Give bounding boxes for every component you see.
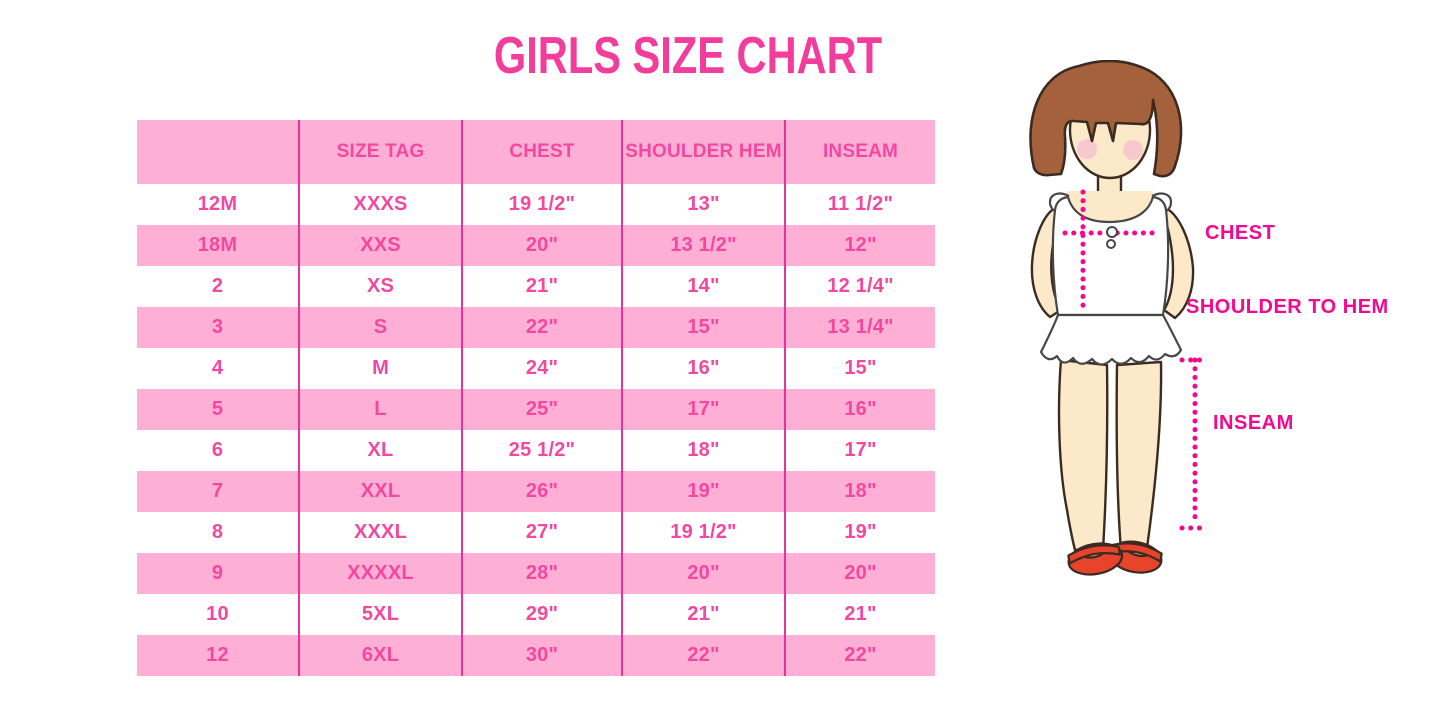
measurement-cell: L [298, 389, 461, 430]
measurement-cell: 15" [784, 348, 935, 389]
girl-figure-drawing [1029, 60, 1204, 576]
measurement-cell: 25 1/2" [461, 430, 621, 471]
shirt-button-top [1106, 226, 1118, 238]
size-row-label: 12M [197, 193, 238, 215]
measurement-cell: XL [298, 430, 461, 471]
size-row-label: 6 [211, 439, 224, 461]
left-leg [1057, 358, 1109, 552]
size-row-label: 2 [211, 275, 224, 297]
shirt-button-bottom [1106, 239, 1116, 249]
size-row-label: 5 [137, 389, 298, 430]
measurement-cell: 13" [621, 184, 784, 225]
measurement-cell: 16" [784, 389, 935, 430]
left-cheek-blush [1077, 139, 1097, 159]
measurement-cell: 22" [461, 307, 621, 348]
measurement-cell: 5XL [298, 594, 461, 635]
measurement-cell: XXS [298, 225, 461, 266]
measurement-cell: 17" [621, 389, 784, 430]
measurement-cell: 25" [461, 389, 621, 430]
measurement-cell: 15" [621, 307, 784, 348]
measurement-cell: XS [298, 266, 461, 307]
chest-label: CHEST [1205, 222, 1276, 244]
measurement-cell: 18" [784, 471, 935, 512]
left-shoe [1067, 542, 1124, 576]
measurement-cell: 19 1/2" [461, 184, 621, 225]
shoulder-to-hem-label: SHOULDER TO HEM [1186, 296, 1389, 318]
measurement-cell: XXL [298, 471, 461, 512]
column-header: SIZE TAG [298, 120, 461, 184]
measurement-cell: 18" [621, 430, 784, 471]
size-row-label: 18M [137, 225, 298, 266]
measurement-cell: 19" [621, 471, 784, 512]
measurement-cell: 20" [784, 553, 935, 594]
measurement-cell: 24" [461, 348, 621, 389]
measurement-cell: XXXS [298, 184, 461, 225]
column-header: SHOULDER HEM [621, 120, 784, 184]
page-title: GIRLS SIZE CHART [493, 27, 883, 85]
measurement-cell: S [298, 307, 461, 348]
measurement-cell: 30" [461, 635, 621, 676]
measurement-cell: 12" [784, 225, 935, 266]
measurement-cell: 20" [461, 225, 621, 266]
size-row-label: 12 [137, 635, 298, 676]
measurement-cell: 28" [461, 553, 621, 594]
right-cheek-blush [1123, 140, 1143, 160]
measurement-cell: 17" [784, 430, 935, 471]
size-table: SIZE TAG CHEST SHOULDER HEM INSEAM 12M XXXS 19… [137, 120, 935, 676]
measurement-cell: 22" [621, 635, 784, 676]
size-row-label: 4 [211, 357, 224, 379]
measurement-cell: XXXXL [298, 553, 461, 594]
measurement-cell: 13 1/2" [621, 225, 784, 266]
hair [1029, 60, 1183, 178]
column-header: CHEST [461, 120, 621, 184]
right-leg [1115, 360, 1163, 552]
measurement-cell: 20" [621, 553, 784, 594]
corner-cell [137, 120, 298, 184]
size-row-label: 10 [206, 603, 229, 625]
measurement-cell: M [298, 348, 461, 389]
measurement-cell: 27" [461, 512, 621, 553]
measurement-cell: 13 1/4" [784, 307, 935, 348]
measurement-cell: 11 1/2" [784, 184, 935, 225]
measurement-cell: 12 1/4" [784, 266, 935, 307]
measurement-cell: 21" [784, 594, 935, 635]
measurement-cell: XXXL [298, 512, 461, 553]
measurement-cell: 14" [621, 266, 784, 307]
measurement-cell: 21" [461, 266, 621, 307]
size-row-label: 9 [137, 553, 298, 594]
measurement-cell: 19 1/2" [621, 512, 784, 553]
girl-illustration: CHEST SHOULDER TO HEM INSEAM [1005, 60, 1445, 723]
measurement-cell: 29" [461, 594, 621, 635]
measurement-cell: 19" [784, 512, 935, 553]
size-row-label: 3 [137, 307, 298, 348]
size-row-label: 7 [137, 471, 298, 512]
measurement-cell: 26" [461, 471, 621, 512]
measurement-cell: 22" [784, 635, 935, 676]
inseam-label: INSEAM [1213, 412, 1294, 434]
measurement-cell: 21" [621, 594, 784, 635]
column-header: INSEAM [784, 120, 935, 184]
size-row-label: 8 [211, 521, 224, 543]
skirt-ruffle [1039, 313, 1183, 366]
measurement-cell: 16" [621, 348, 784, 389]
measurement-cell: 6XL [298, 635, 461, 676]
